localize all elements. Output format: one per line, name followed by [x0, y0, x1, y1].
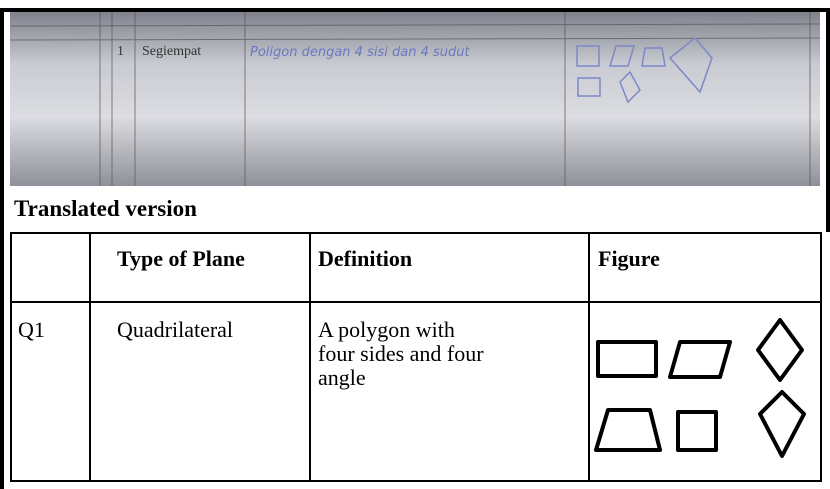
- rectangle: [596, 340, 658, 378]
- header-cell: Definition: [318, 246, 413, 271]
- photo-lines: [10, 12, 820, 186]
- row-number: Q1: [18, 317, 45, 342]
- caption: Translated version: [14, 196, 197, 221]
- header-cell: Figure: [598, 246, 660, 271]
- def-line: four sides and four: [318, 341, 484, 366]
- photo-name: Segiempat: [142, 44, 202, 59]
- photo-number: 1: [117, 44, 124, 59]
- header-cell: Type of Plane: [117, 246, 245, 271]
- parallelogram: [668, 340, 732, 379]
- def-line: angle: [318, 365, 366, 390]
- photo-definition: Poligon dengan 4 sisi dan 4 sudut: [250, 45, 470, 60]
- kite: [758, 390, 806, 458]
- photo: 1 Segiempat Poligon dengan 4 sisi dan 4 …: [10, 12, 820, 186]
- rhombus: [756, 318, 804, 382]
- trapezoid: [594, 408, 662, 452]
- row-name: Quadrilateral: [117, 317, 234, 342]
- square: [676, 410, 718, 452]
- def-line: A polygon with: [318, 317, 455, 342]
